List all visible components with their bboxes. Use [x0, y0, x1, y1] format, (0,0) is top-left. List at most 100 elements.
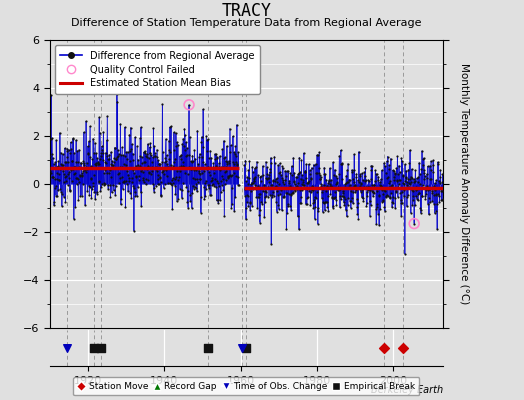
- Point: [136, 152, 144, 159]
- Point: [386, 195, 394, 202]
- Point: [432, 207, 440, 214]
- Point: [152, 146, 161, 153]
- Point: [307, 176, 315, 182]
- Point: [260, 214, 268, 220]
- Point: [332, 196, 340, 203]
- Point: [330, 195, 338, 201]
- Point: [399, 180, 407, 186]
- Point: [46, 153, 54, 159]
- Point: [385, 184, 394, 190]
- Point: [173, 142, 182, 148]
- Point: [283, 190, 291, 196]
- Point: [427, 176, 435, 182]
- Point: [321, 171, 330, 177]
- Point: [313, 220, 322, 227]
- Point: [211, 184, 220, 190]
- Point: [80, 162, 88, 168]
- Point: [325, 181, 334, 188]
- Point: [181, 132, 189, 138]
- Point: [424, 195, 433, 201]
- Point: [265, 172, 273, 178]
- Point: [58, 151, 67, 158]
- Point: [149, 125, 158, 132]
- Point: [246, 206, 254, 213]
- Point: [214, 196, 223, 203]
- Point: [399, 193, 408, 199]
- Point: [164, 180, 172, 186]
- Point: [186, 198, 194, 204]
- Point: [59, 168, 68, 174]
- Point: [275, 206, 283, 212]
- Point: [286, 183, 294, 190]
- Point: [303, 195, 311, 202]
- Point: [387, 182, 395, 189]
- Point: [191, 184, 199, 190]
- Point: [166, 180, 174, 186]
- Point: [111, 192, 119, 198]
- Point: [181, 146, 190, 153]
- Point: [219, 187, 227, 193]
- Point: [436, 167, 444, 173]
- Point: [396, 177, 404, 183]
- Point: [67, 146, 75, 152]
- Point: [123, 168, 131, 174]
- Point: [180, 126, 189, 132]
- Point: [48, 150, 56, 157]
- Point: [209, 181, 217, 188]
- Point: [427, 199, 435, 206]
- Point: [300, 169, 309, 176]
- Point: [171, 190, 180, 197]
- Point: [409, 197, 417, 203]
- Point: [416, 171, 424, 177]
- Point: [343, 202, 352, 208]
- Point: [115, 170, 124, 176]
- Point: [180, 164, 188, 170]
- Point: [342, 172, 351, 179]
- Point: [315, 149, 323, 156]
- Point: [433, 185, 442, 191]
- Point: [248, 202, 256, 209]
- Point: [120, 164, 128, 171]
- Point: [269, 177, 278, 183]
- Point: [64, 171, 72, 178]
- Point: [302, 201, 311, 207]
- Point: [118, 144, 126, 151]
- Point: [434, 191, 443, 197]
- Point: [327, 176, 335, 183]
- Point: [178, 187, 186, 193]
- Point: [368, 188, 376, 194]
- Point: [312, 170, 320, 176]
- Point: [163, 161, 171, 167]
- Point: [144, 155, 152, 161]
- Point: [129, 228, 138, 234]
- Point: [137, 168, 146, 174]
- Point: [59, 171, 68, 177]
- Point: [155, 160, 163, 167]
- Point: [353, 204, 361, 210]
- Point: [201, 161, 209, 168]
- Point: [367, 162, 375, 169]
- Point: [399, 172, 408, 178]
- Point: [150, 188, 158, 195]
- Point: [113, 154, 122, 161]
- Point: [255, 191, 263, 197]
- Point: [364, 184, 372, 190]
- Point: [391, 189, 400, 196]
- Point: [253, 205, 261, 212]
- Point: [413, 186, 421, 192]
- Point: [133, 143, 141, 149]
- Point: [232, 173, 241, 180]
- Point: [380, 160, 388, 166]
- Point: [162, 158, 170, 164]
- Point: [385, 162, 394, 168]
- Point: [391, 171, 400, 178]
- Point: [336, 204, 344, 210]
- Point: [47, 92, 55, 98]
- Point: [189, 158, 197, 164]
- Point: [221, 158, 230, 164]
- Point: [262, 175, 270, 182]
- Point: [102, 137, 111, 144]
- Point: [151, 153, 159, 160]
- Point: [266, 182, 275, 188]
- Point: [422, 174, 431, 181]
